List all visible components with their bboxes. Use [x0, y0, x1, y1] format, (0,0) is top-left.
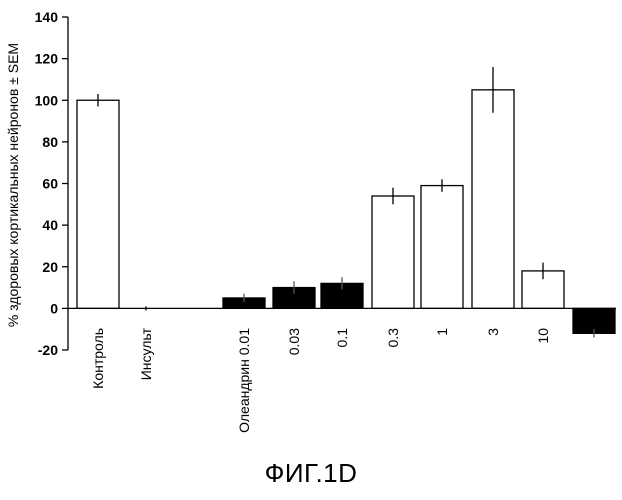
y-tick-label: 80 — [42, 134, 58, 150]
category-label: 0.03 — [286, 328, 302, 355]
bar-chart: % здоровых кортикальных нейронов ± SEM -… — [0, 0, 622, 450]
y-tick-label: 100 — [35, 92, 59, 108]
category-label: Олеандрин 0.01 — [236, 328, 252, 433]
category-label: 10 — [535, 328, 551, 344]
bar-group — [273, 281, 315, 308]
bar-group — [77, 94, 119, 308]
category-label: 3 — [485, 328, 501, 336]
bar-group — [421, 179, 463, 308]
category-label: Инсульт — [138, 327, 154, 380]
bar-group — [372, 188, 414, 309]
bar-group — [573, 308, 615, 337]
y-tick-label: 120 — [35, 51, 59, 67]
bar-group — [472, 67, 514, 308]
y-axis: -20 0 20 40 60 80 100 120 140 — [35, 9, 68, 358]
bars — [77, 67, 615, 338]
bar-group — [522, 263, 564, 309]
category-label: 1 — [434, 328, 450, 336]
bar — [372, 196, 414, 308]
figure-caption: ФИГ.1D — [0, 458, 622, 489]
y-tick-label: 0 — [50, 300, 58, 316]
y-tick-label: 20 — [42, 259, 58, 275]
bar — [77, 100, 119, 308]
y-tick-label: -20 — [38, 342, 58, 358]
bar — [421, 186, 463, 309]
category-label: Контроль — [90, 328, 106, 389]
category-label: 0.1 — [334, 328, 350, 348]
category-label: 0.3 — [385, 328, 401, 348]
category-labels: Контроль Инсульт Олеандрин 0.01 0.03 0.1 0.3 1… — [90, 327, 551, 432]
bar-group — [321, 277, 363, 308]
bar — [472, 90, 514, 309]
y-tick-label: 40 — [42, 217, 58, 233]
y-tick-label: 140 — [35, 9, 59, 25]
y-axis-label: % здоровых кортикальных нейронов ± SEM — [5, 43, 21, 327]
y-tick-label: 60 — [42, 176, 58, 192]
bar-group — [223, 294, 265, 309]
